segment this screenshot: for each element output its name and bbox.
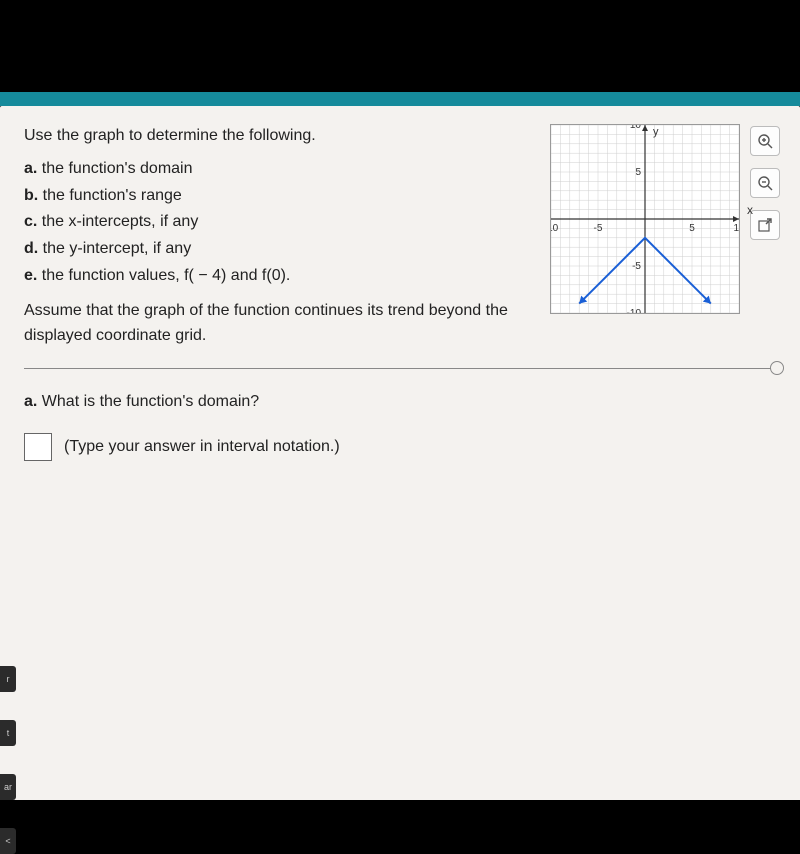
item-text: the y-intercept, if any <box>43 240 192 257</box>
section-divider <box>24 368 780 369</box>
left-edge-tabs: r t ar < <box>0 666 16 854</box>
x-axis-label: x <box>747 203 753 217</box>
svg-text:y: y <box>653 126 659 138</box>
answer-hint: (Type your answer in interval notation.) <box>64 438 340 456</box>
subquestion: a. What is the function's domain? <box>24 393 780 411</box>
svg-text:-10: -10 <box>627 308 642 313</box>
item-text: the function's range <box>43 187 182 204</box>
edge-tab[interactable]: ar <box>0 774 16 800</box>
item-text: the function's domain <box>42 160 193 177</box>
top-row: Use the graph to determine the following… <box>24 124 780 348</box>
graph-svg: -10 -10 -5 -5 5 5 10 10 y <box>551 125 739 313</box>
item-letter: d. <box>24 240 38 257</box>
problem-text: Use the graph to determine the following… <box>24 124 534 348</box>
problem-list: a. the function's domain b. the function… <box>24 157 534 289</box>
item-letter: b. <box>24 187 38 204</box>
edge-tab[interactable]: r <box>0 666 16 692</box>
svg-text:-5: -5 <box>632 261 641 272</box>
svg-text:10: 10 <box>733 223 739 234</box>
svg-text:-5: -5 <box>594 223 603 234</box>
edge-tab[interactable]: t <box>0 720 16 746</box>
svg-text:-10: -10 <box>551 223 559 234</box>
item-text: the x-intercepts, if any <box>42 213 199 230</box>
app-header-bar <box>0 92 800 106</box>
screenshot-frame: Use the graph to determine the following… <box>0 0 800 800</box>
item-letter: c. <box>24 213 37 230</box>
graph-column: -10 -10 -5 -5 5 5 10 10 y x <box>550 124 780 314</box>
item-letter: a. <box>24 160 37 177</box>
answer-row: (Type your answer in interval notation.) <box>24 433 780 461</box>
zoom-out-button[interactable] <box>750 168 780 198</box>
svg-text:5: 5 <box>635 167 641 178</box>
item-text: the function values, f( − 4) and f(0). <box>42 267 291 284</box>
svg-text:5: 5 <box>689 223 695 234</box>
popout-icon <box>758 218 772 232</box>
question-text: What is the function's domain? <box>42 393 259 410</box>
graph-panel[interactable]: -10-10-5-5551010y x <box>550 124 740 314</box>
item-letter: e. <box>24 267 37 284</box>
graph-tools <box>750 126 780 240</box>
zoom-in-icon <box>757 133 773 149</box>
edge-tab[interactable]: < <box>0 828 16 854</box>
zoom-out-icon <box>757 175 773 191</box>
popout-button[interactable] <box>750 210 780 240</box>
problem-assume: Assume that the graph of the function co… <box>24 299 534 349</box>
problem-page: Use the graph to determine the following… <box>0 106 800 800</box>
question-letter: a. <box>24 393 37 410</box>
svg-text:10: 10 <box>630 125 642 131</box>
divider-handle[interactable] <box>770 361 784 375</box>
problem-lead: Use the graph to determine the following… <box>24 124 534 149</box>
answer-input[interactable] <box>24 433 52 461</box>
zoom-in-button[interactable] <box>750 126 780 156</box>
